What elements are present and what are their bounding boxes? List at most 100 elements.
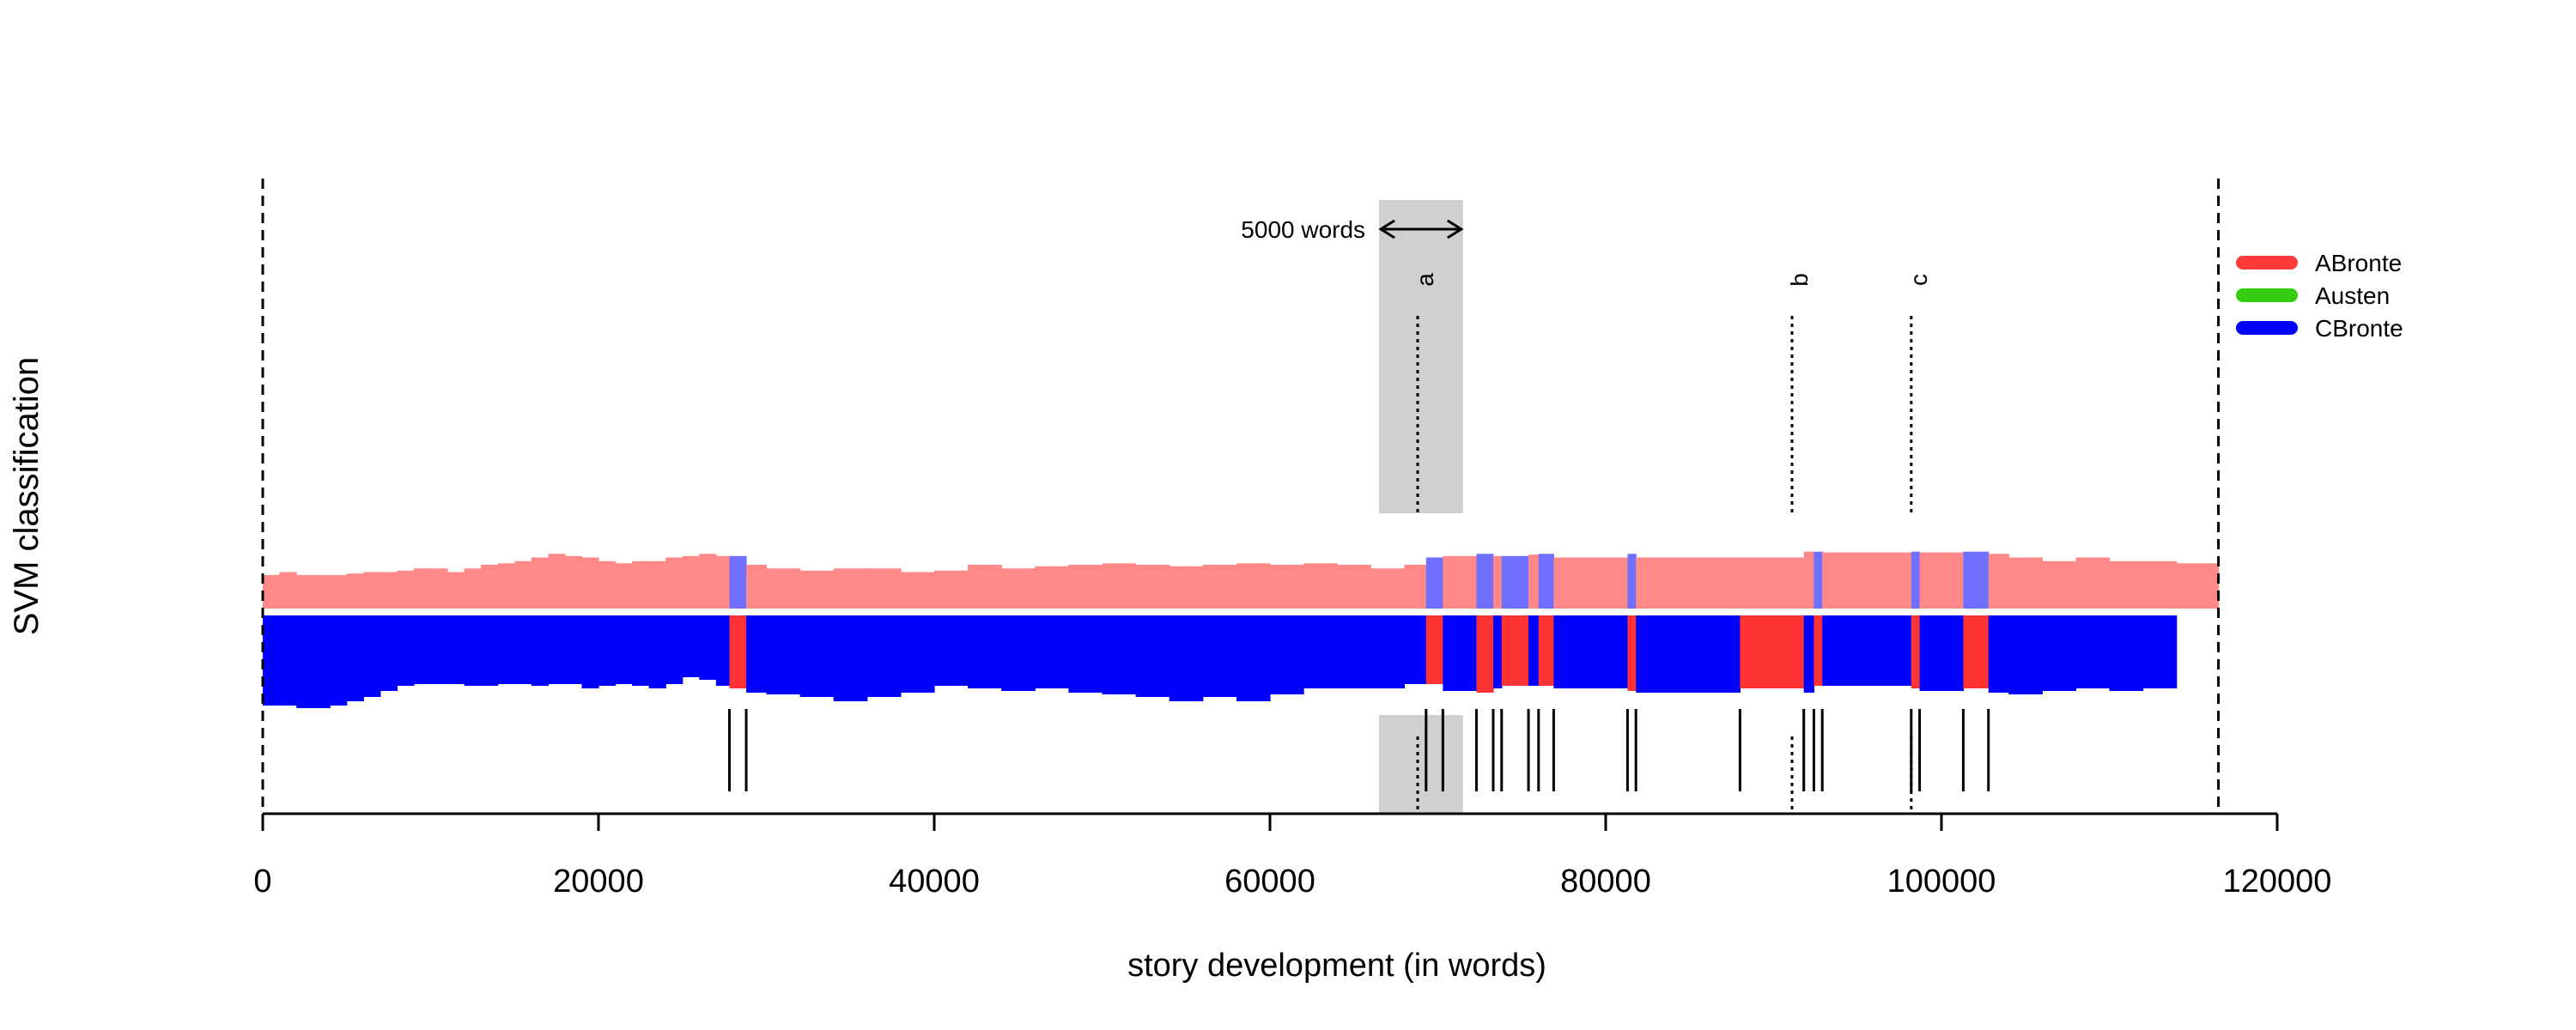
abronte-bar (531, 557, 549, 609)
abronte-bar (548, 554, 566, 609)
window-shade-group (1379, 200, 1463, 814)
marker-label: b (1786, 273, 1813, 287)
abronte-bar (1443, 555, 1478, 609)
abronte-bar (430, 568, 448, 609)
abronte-bar (514, 560, 532, 609)
abronte-bar (564, 555, 583, 609)
cbronte-bar (447, 615, 465, 684)
x-tick-label: 60000 (1224, 863, 1315, 900)
abronte-bar (1169, 566, 1204, 609)
cbronte-bar (682, 615, 700, 677)
cbronte-bar (1337, 615, 1371, 688)
abronte-bar (1528, 554, 1540, 609)
abronte-bar (481, 565, 499, 609)
abronte-bar (581, 557, 599, 609)
abronte-bar (2075, 557, 2111, 609)
cbronte-bar (1627, 615, 1637, 691)
cbronte-bar (1035, 615, 1069, 688)
cbronte-bar (2142, 615, 2178, 688)
cbronte-bar (2109, 615, 2144, 691)
legend-label: Austen (2315, 282, 2390, 309)
x-tick-label: 0 (253, 863, 271, 900)
cbronte-bar (1270, 615, 1304, 694)
cbronte-bar (548, 615, 566, 684)
cbronte-bar (1303, 615, 1338, 688)
cbronte-bar (1001, 615, 1036, 691)
cbronte-bar (1528, 615, 1540, 686)
cbronte-bar (1636, 615, 1741, 693)
cbronte-bar (1404, 615, 1427, 684)
abronte-bar (682, 555, 700, 609)
cbronte-bar (1538, 615, 1554, 686)
window-arrow-head-right (1447, 219, 1464, 239)
cbronte-bar (1803, 615, 1815, 693)
cbronte-bar (1919, 615, 1965, 691)
abronte-bar (1001, 568, 1036, 609)
cbronte-bar (1135, 615, 1170, 697)
abronte-bar (279, 572, 297, 609)
abronte-bar (2176, 563, 2220, 609)
cbronte-bar (1236, 615, 1271, 701)
cbronte-bar (699, 615, 717, 680)
x-tick-label: 100000 (1887, 863, 1996, 900)
abronte-bar (1740, 557, 1805, 609)
x-tick-label: 80000 (1560, 863, 1651, 900)
abronte-bar (330, 574, 348, 609)
cbronte-bar (2075, 615, 2111, 688)
abronte-bar (934, 570, 969, 609)
cbronte-bar (1814, 615, 1823, 686)
abronte-bar (1911, 551, 1921, 609)
abronte-bar (1102, 563, 1137, 609)
abronte-bar (1035, 566, 1069, 609)
x-axis: 0 20000 40000 60000 80000 100000 120000 (253, 812, 2331, 900)
window-label: 5000 words (1241, 216, 1365, 243)
abronte-bar (900, 572, 935, 609)
cbronte-bar (1068, 615, 1103, 693)
cbronte-bar (279, 615, 297, 706)
cbronte-bar (263, 615, 281, 706)
abronte-bar (2042, 560, 2076, 609)
cbronte-bar (313, 615, 331, 708)
cbronte-bar (397, 615, 415, 686)
cbronte-bar (481, 615, 499, 686)
cbronte-bar (330, 615, 348, 706)
abronte-bar (1538, 554, 1554, 609)
boundary-lines (261, 179, 2221, 814)
abronte-bar (1270, 565, 1304, 609)
abronte-bar (1814, 551, 1823, 609)
abronte-bar (766, 568, 801, 609)
legend-label: CBronte (2315, 315, 2403, 342)
window-arrow-head-left (1378, 219, 1395, 239)
abronte-bar (1919, 552, 1965, 609)
abronte-bar (1493, 555, 1503, 609)
marker-group: a b c (1412, 273, 1932, 811)
abronte-bar (1553, 557, 1629, 609)
cbronte-bar (2042, 615, 2076, 691)
y-axis-title: SVM classification (8, 357, 46, 636)
abronte-bar (447, 572, 465, 609)
cbronte-bar (363, 615, 381, 697)
cbronte-bar (632, 615, 650, 686)
cbronte-bar (1476, 615, 1494, 693)
window-shade-upper (1379, 200, 1463, 513)
abronte-bar (313, 574, 331, 609)
abronte-bar (715, 555, 731, 609)
cbronte-bar (934, 615, 969, 686)
abronte-bar (833, 568, 868, 609)
abronte-bar (263, 574, 281, 609)
abronte-bar (363, 572, 381, 609)
abronte-bar (1822, 552, 1912, 609)
cbronte-bar (598, 615, 617, 686)
cbronte-bar (514, 615, 532, 684)
cbronte-bar (1963, 615, 1990, 688)
cbronte-bar (746, 615, 768, 693)
abronte-bar (497, 563, 515, 609)
abronte-bar (866, 568, 902, 609)
window-arrow-group: 5000 words (1241, 216, 1464, 243)
cbronte-bar (346, 615, 364, 701)
switch-rug (727, 709, 1990, 791)
abronte-bar (1963, 551, 1990, 609)
abronte-bar (799, 570, 835, 609)
abronte-bar (615, 563, 633, 609)
